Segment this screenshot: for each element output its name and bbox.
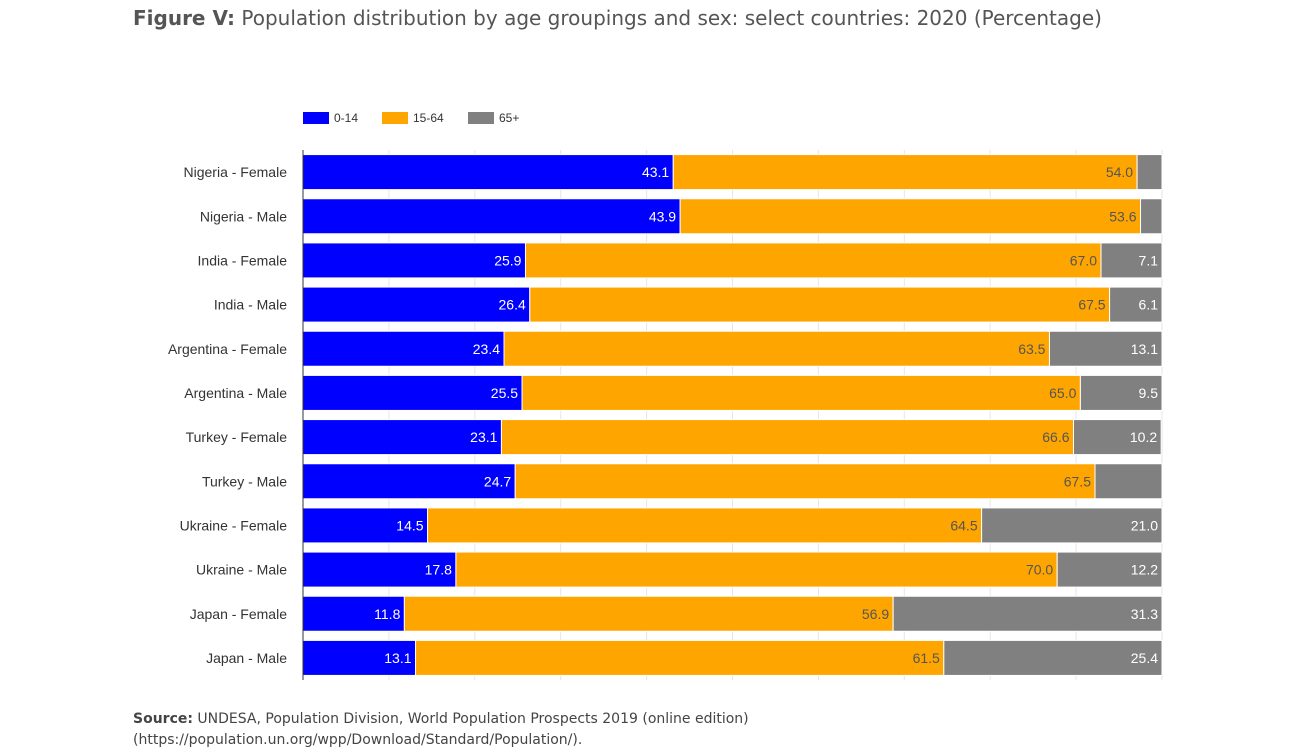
bar-segment-2: [1109, 286, 1163, 323]
bar-segment-2: [1094, 463, 1163, 500]
data-label: 23.4: [473, 341, 500, 357]
data-label: 67.0: [1070, 252, 1097, 268]
legend-label-0: 0-14: [334, 111, 358, 125]
bar-segment-1: [455, 551, 1058, 588]
bar-segment-0: [302, 374, 523, 411]
data-label: 10.2: [1130, 429, 1157, 445]
category-label: Japan - Male: [206, 650, 287, 666]
data-label: 66.6: [1042, 429, 1069, 445]
bar-segment-2: [1073, 419, 1162, 456]
bar-segment-0: [302, 595, 405, 632]
bar-segment-2: [1056, 551, 1163, 588]
data-label: 21.0: [1131, 517, 1158, 533]
data-label: 17.8: [425, 562, 452, 578]
bar-segment-0: [302, 198, 681, 235]
bar-segment-2: [943, 639, 1163, 676]
bar-segment-1: [500, 419, 1075, 456]
bar-segment-0: [302, 330, 505, 367]
data-label: 13.1: [384, 650, 411, 666]
bar-segment-0: [302, 551, 457, 588]
bar-segment-2: [1140, 198, 1163, 235]
data-label: 11.8: [374, 606, 400, 622]
data-label: 61.5: [913, 650, 940, 666]
bar-segment-2: [892, 595, 1163, 632]
category-label: India - Female: [198, 252, 288, 268]
bar-segment-0: [302, 639, 417, 676]
bar-segment-1: [672, 154, 1138, 191]
category-label: Turkey - Male: [202, 473, 287, 489]
bar-segment-1: [503, 330, 1050, 367]
legend-swatch-1: [382, 112, 408, 124]
bar-segment-1: [529, 286, 1111, 323]
data-label: 26.4: [499, 297, 526, 313]
data-label: 31.3: [1131, 606, 1158, 622]
data-label: 7.1: [1139, 252, 1159, 268]
category-label: Argentina - Female: [168, 341, 287, 357]
source-line1: UNDESA, Population Division, World Popul…: [197, 711, 749, 727]
bar-segment-0: [302, 154, 674, 191]
bar-segment-1: [427, 507, 983, 544]
category-label: Nigeria - Female: [184, 164, 288, 180]
data-label: 56.9: [862, 606, 889, 622]
data-label: 53.6: [1109, 208, 1136, 224]
data-label: 6.1: [1139, 297, 1159, 313]
stacked-bar-chart: 0-14 15-64 65+ Nigeria - Female 43.1 54.0 Nige…: [168, 111, 1163, 680]
bar-segment-2: [1100, 242, 1163, 279]
bar-segment-2: [1079, 374, 1163, 411]
bar-segment-1: [521, 374, 1081, 411]
figure-label: Figure V:: [133, 6, 236, 30]
data-label: 63.5: [1018, 341, 1045, 357]
bar-segment-1: [415, 639, 945, 676]
data-label: 43.9: [649, 208, 676, 224]
data-label: 23.1: [470, 429, 497, 445]
bar-segment-0: [302, 507, 429, 544]
data-label: 12.2: [1131, 562, 1158, 578]
legend-label-2: 65+: [499, 111, 519, 125]
category-label: Ukraine - Female: [180, 517, 288, 533]
data-label: 25.4: [1131, 650, 1158, 666]
bar-segment-2: [981, 507, 1163, 544]
data-label: 24.7: [484, 473, 511, 489]
category-label: Ukraine - Male: [196, 562, 287, 578]
data-label: 13.1: [1131, 341, 1158, 357]
category-label: Turkey - Female: [186, 429, 288, 445]
legend-swatch-2: [468, 112, 494, 124]
data-label: 67.5: [1064, 473, 1091, 489]
data-label: 25.5: [491, 385, 518, 401]
data-label: 65.0: [1049, 385, 1076, 401]
source-label: Source:: [133, 711, 193, 727]
data-label: 9.5: [1139, 385, 1159, 401]
data-label: 54.0: [1106, 164, 1133, 180]
source-line2: (https://population.un.org/wpp/Download/…: [133, 732, 583, 748]
category-label: Argentina - Male: [184, 385, 287, 401]
bar-segment-0: [302, 242, 526, 279]
legend-label-1: 15-64: [413, 111, 444, 125]
bar-segment-0: [302, 463, 516, 500]
data-label: 14.5: [396, 517, 423, 533]
category-label: Nigeria - Male: [200, 208, 287, 224]
source-note: Source: UNDESA, Population Division, Wor…: [133, 709, 749, 751]
category-label: India - Male: [214, 297, 287, 313]
data-label: 43.1: [642, 164, 669, 180]
figure-title-text: Population distribution by age groupings…: [241, 6, 1102, 30]
data-label: 70.0: [1026, 562, 1053, 578]
bar-segment-1: [514, 463, 1096, 500]
bar-segment-2: [1136, 154, 1163, 191]
legend-swatch-0: [303, 112, 329, 124]
figure-title: Figure V: Population distribution by age…: [133, 6, 1102, 30]
bar-segment-1: [524, 242, 1102, 279]
bar-segment-2: [1048, 330, 1163, 367]
bar-segment-1: [679, 198, 1142, 235]
bar-segment-0: [302, 286, 531, 323]
data-label: 25.9: [494, 252, 521, 268]
data-label: 64.5: [950, 517, 977, 533]
category-label: Japan - Female: [190, 606, 287, 622]
data-label: 67.5: [1078, 297, 1105, 313]
bar-segment-1: [403, 595, 894, 632]
